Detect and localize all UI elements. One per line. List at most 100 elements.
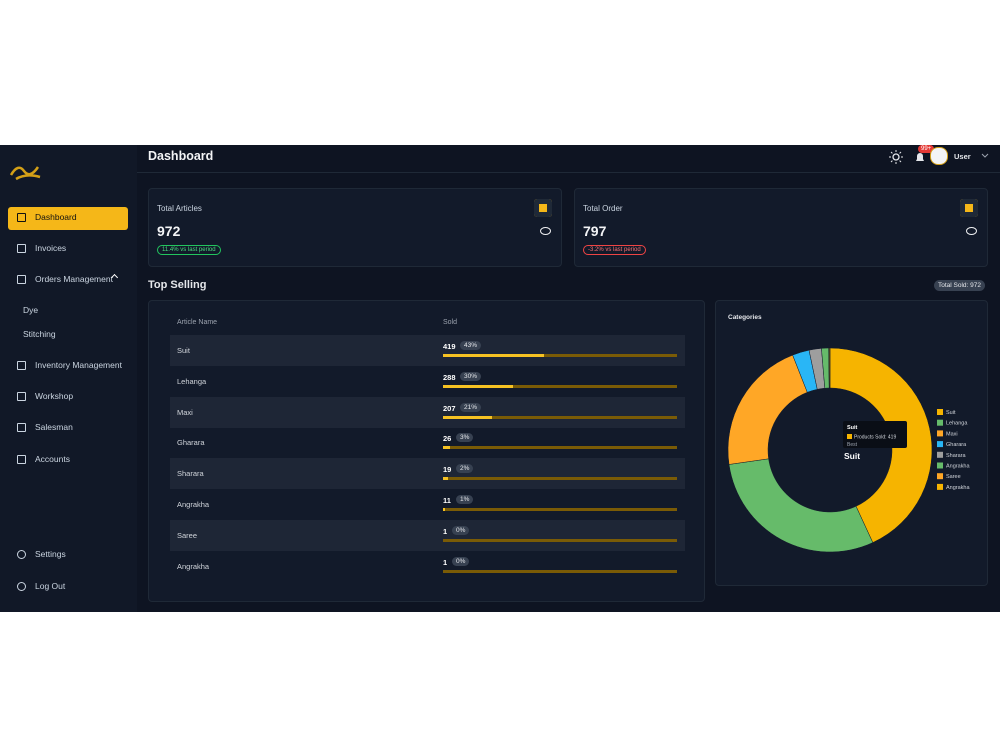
table-row: Gharara 26 3%	[170, 427, 685, 458]
tooltip-note: Best	[847, 442, 858, 448]
tooltip	[843, 421, 907, 448]
progress-track	[443, 415, 677, 419]
active-nav[interactable]	[8, 207, 128, 230]
chart-panel: Categories Suit Lehanga Maxi Gharara Sharara…	[715, 300, 988, 586]
legend-label: Suit	[946, 410, 956, 416]
article-name: Angrakha	[177, 561, 210, 571]
total-badge: Total Sold: 972	[934, 280, 986, 291]
article-name: Gharara	[177, 438, 205, 448]
legend-label: Gharara	[946, 442, 967, 448]
sold-value: 419	[443, 342, 456, 351]
bell-icon[interactable]	[914, 151, 926, 165]
nav-item[interactable]: Inventory Management	[35, 360, 122, 370]
nav-icon	[17, 423, 26, 432]
article-name: Saree	[177, 530, 198, 540]
page-title: Dashboard	[148, 149, 214, 163]
percent-pill: 2%	[456, 464, 474, 474]
legend-swatch	[937, 451, 943, 458]
donut-chart: Suit Lehanga Maxi Gharara Sharara Angrakha Sar…	[727, 347, 970, 553]
card-title: Total Articles	[157, 204, 202, 213]
nav-item[interactable]: Stitching	[23, 329, 56, 339]
legend-swatch	[937, 419, 943, 426]
legend-label: Sharara	[946, 453, 967, 459]
percent-pill: 1%	[456, 495, 474, 504]
legend-swatch	[937, 430, 943, 437]
nav-item[interactable]: Settings	[35, 549, 66, 559]
nav-item[interactable]: Workshop	[35, 391, 74, 401]
legend-label: Angrakha	[946, 464, 970, 470]
notification-badge: 99+	[918, 145, 935, 153]
user-chevron[interactable]	[980, 152, 990, 160]
progress-track	[443, 354, 677, 357]
percent-pill: 30%	[460, 371, 482, 381]
progress-fill	[443, 354, 544, 357]
progress-track	[443, 508, 677, 511]
progress-fill	[443, 446, 451, 450]
percent-pill: 0%	[452, 525, 470, 535]
progress-fill	[443, 508, 446, 511]
nav-item[interactable]: Orders Management	[35, 274, 113, 284]
donut-slice	[829, 347, 933, 543]
avatar[interactable]	[930, 147, 948, 165]
sold-value: 19	[443, 465, 452, 475]
percent-pill: 3%	[456, 433, 474, 443]
user-name[interactable]: User	[954, 152, 971, 161]
table-row: Suit 419 43%	[170, 335, 685, 366]
progress-track	[443, 477, 677, 481]
theme-toggle[interactable]	[888, 149, 908, 169]
nav-item[interactable]: Log Out	[35, 581, 66, 591]
sold-value: 288	[443, 372, 456, 382]
legend-swatch	[937, 483, 943, 490]
nav-item[interactable]: Salesman	[35, 422, 73, 432]
topbar	[137, 145, 1000, 173]
legend-label: Maxi	[946, 431, 958, 437]
nav-item[interactable]: Dye	[23, 305, 39, 315]
legend-label: Saree	[946, 474, 961, 480]
view-icon[interactable]	[966, 227, 977, 235]
table-row: Angrakha 1 0%	[170, 551, 685, 582]
progress-fill	[443, 415, 493, 419]
progress-fill	[443, 384, 514, 388]
progress-track	[443, 384, 677, 388]
view-icon[interactable]	[540, 227, 551, 235]
progress-track	[443, 446, 677, 450]
nav-item[interactable]: Accounts	[35, 454, 70, 464]
article-name: Maxi	[177, 407, 193, 417]
article-name: Sharara	[177, 469, 204, 479]
legend-swatch	[937, 441, 943, 448]
table-row: Saree 1 0%	[170, 519, 685, 551]
nav-icon	[17, 392, 26, 401]
nav-icon	[17, 244, 26, 253]
column-header: Sold	[443, 319, 458, 326]
card-change: 11.4% vs last period	[157, 245, 221, 255]
tooltip-title: Suit	[847, 425, 858, 431]
table-panel: Article Name Sold Suit 419 43% Lehanga 288 30…	[148, 300, 705, 602]
nav-item[interactable]: Dashboard	[35, 212, 77, 222]
percent-pill: 43%	[460, 341, 482, 350]
percent-pill: 0%	[452, 556, 470, 566]
donut-slice	[728, 458, 874, 553]
table-row: Maxi 207 21%	[170, 396, 685, 428]
tooltip-swatch	[847, 434, 852, 439]
tooltip-text: Products Sold: 419	[854, 435, 896, 441]
sold-value: 207	[443, 403, 456, 413]
progress-track	[443, 538, 677, 542]
card-icon[interactable]	[960, 199, 978, 217]
nav-icon	[17, 455, 26, 464]
card-value: 797	[583, 223, 607, 239]
table-row: Sharara 19 2%	[170, 458, 685, 490]
table-row: Angrakha 11 1%	[170, 489, 685, 520]
article-name: Lehanga	[177, 376, 207, 386]
card-icon[interactable]	[534, 199, 552, 217]
nav-icon	[17, 275, 26, 284]
logo	[9, 166, 41, 181]
legend-label: Angrakha	[946, 485, 970, 491]
article-name: Angrakha	[177, 500, 210, 509]
legend-swatch	[937, 473, 943, 480]
chart-title: Categories	[728, 314, 762, 321]
legend-swatch	[937, 409, 943, 415]
nav-item[interactable]: Invoices	[35, 243, 67, 253]
sold-value: 26	[443, 434, 452, 444]
app: Dashboard Invoices Orders Management Dye Sti…	[0, 145, 1000, 612]
